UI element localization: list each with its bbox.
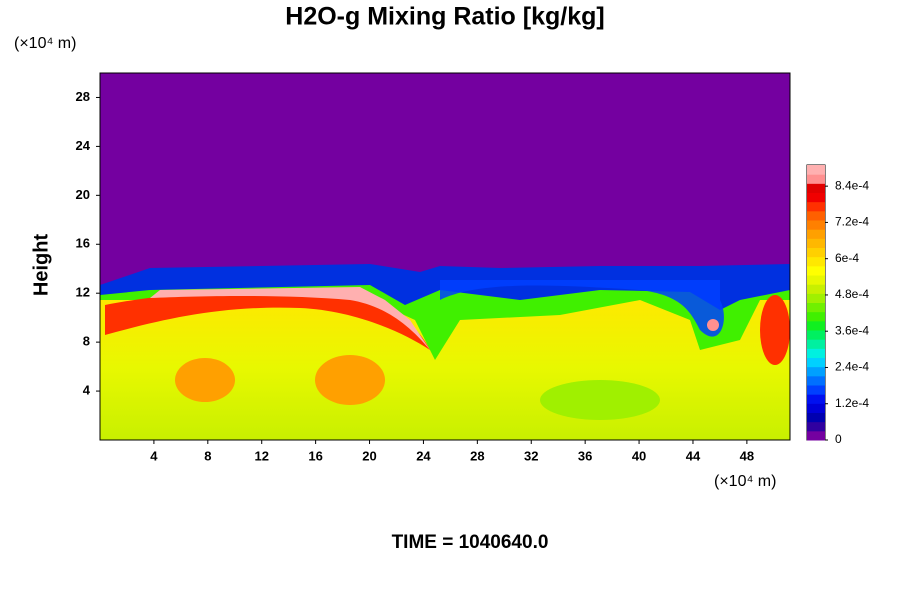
plot-frame [99,72,791,441]
colorbar-band [807,339,825,349]
x-tick-label: 44 [686,448,701,463]
x-tick-label: 36 [578,448,592,463]
colorbar-band [807,430,825,441]
colorbar-band [807,385,825,395]
field-moist [105,289,430,350]
colorbar-band [807,330,825,340]
colorbar-band [807,293,825,303]
y-tick-label: 12 [76,285,90,300]
field-blob [707,319,719,331]
y-tick-label: 24 [76,138,91,153]
field-blob [315,355,385,405]
field-blob [540,380,660,420]
y-tick-label: 4 [83,383,91,398]
colorbar-tick-label: 1.2e-4 [835,396,869,410]
colorbar-band [807,357,825,368]
colorbar-band [807,201,825,212]
colorbar-band [807,183,825,193]
colorbar-band [807,174,825,184]
colorbar-band [807,366,825,377]
colorbar-band [807,348,825,358]
x-tick-label: 40 [632,448,646,463]
x-tick-label: 12 [254,448,268,463]
colorbar-band [807,284,825,294]
colorbar-band [807,256,825,267]
colorbar-tick-label: 6e-4 [835,251,859,265]
colorbar-band [807,229,825,239]
x-tick-label: 32 [524,448,538,463]
field-blob [760,295,790,365]
y-axis-title: Height [30,234,52,297]
colorbar-tick-label: 2.4e-4 [835,360,869,374]
x-tick-label: 16 [308,448,322,463]
colorbar-band [807,275,825,285]
y-tick-label: 20 [76,187,90,202]
x-unit: (×10⁴ m) [714,473,776,490]
y-tick-label: 16 [76,236,90,251]
y-tick-label: 8 [83,334,90,349]
colorbar-tick-label: 0 [835,432,842,446]
colorbar-band [807,412,825,423]
colorbar-band [807,375,825,386]
colorbar-tick-label: 7.2e-4 [835,215,869,229]
time-label: TIME = 1040640.0 [392,532,549,553]
colorbar-band [807,220,825,230]
x-tick-label: 4 [150,448,158,463]
colorbar-band [807,394,825,404]
colorbar-band [807,320,825,331]
colorbar-band [807,165,825,175]
y-tick-label: 28 [76,89,90,104]
x-tick-label: 8 [204,448,211,463]
x-tick-label: 48 [740,448,754,463]
colorbar-band [807,403,825,413]
colorbar-band [807,311,825,322]
colorbar-band [807,210,825,221]
colorbar-band [807,265,825,276]
chart-title: H2O-g Mixing Ratio [kg/kg] [285,3,604,31]
colorbar-band [807,421,825,432]
colorbar-band [807,247,825,258]
colorbar-tick-label: 8.4e-4 [835,178,869,192]
colorbar-tick-label: 4.8e-4 [835,287,869,301]
colorbar-tick-label: 3.6e-4 [835,323,869,337]
colorbar-band [807,192,825,203]
field-dry [440,280,724,337]
field [100,73,790,440]
field-blob [175,358,235,402]
x-tick-label: 24 [416,448,431,463]
x-tick-label: 20 [362,448,376,463]
colorbar-band [807,238,825,248]
y-unit: (×10⁴ m) [14,35,76,52]
x-tick-label: 28 [470,448,484,463]
colorbar-band [807,302,825,313]
field-cap [150,287,430,350]
